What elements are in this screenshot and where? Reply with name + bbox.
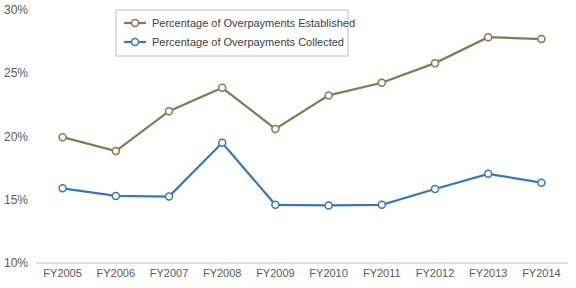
- legend-label: Percentage of Overpayments Collected: [152, 36, 344, 48]
- point-marker: [538, 36, 545, 43]
- x-tick-label: FY2005: [43, 267, 82, 279]
- x-tick-label: FY2007: [150, 267, 189, 279]
- series-line: [63, 143, 542, 206]
- point-marker: [112, 192, 119, 199]
- point-marker: [432, 185, 439, 192]
- x-tick-label: FY2014: [522, 267, 561, 279]
- legend-marker: [132, 20, 139, 27]
- legend-marker: [132, 39, 139, 46]
- x-tick-label: FY2009: [256, 267, 295, 279]
- y-tick-label: 20%: [4, 130, 28, 144]
- y-tick-label: 30%: [4, 3, 28, 17]
- y-tick-label: 25%: [4, 66, 28, 80]
- point-marker: [378, 79, 385, 86]
- chart: 10% 15% 20% 25% 30% FY2005 FY2006 FY2007 FY2008 F…: [0, 0, 576, 288]
- x-tick-label: FY2011: [363, 267, 401, 279]
- x-tick-label: FY2010: [309, 267, 348, 279]
- point-marker: [485, 34, 492, 41]
- x-tick-label: FY2012: [416, 267, 455, 279]
- x-tick-label: FY2008: [203, 267, 242, 279]
- plot-area: [59, 34, 545, 209]
- legend: Percentage of Overpayments Established Pe…: [116, 10, 355, 56]
- y-tick-label: 10%: [4, 256, 28, 270]
- x-tick-label: FY2006: [97, 267, 136, 279]
- point-marker: [378, 201, 385, 208]
- point-marker: [538, 179, 545, 186]
- point-marker: [166, 108, 173, 115]
- point-marker: [59, 134, 66, 141]
- point-marker: [219, 84, 226, 91]
- point-marker: [432, 60, 439, 67]
- point-marker: [325, 202, 332, 209]
- point-marker: [272, 125, 279, 132]
- y-tick-label: 15%: [4, 193, 28, 207]
- point-marker: [166, 193, 173, 200]
- point-marker: [485, 170, 492, 177]
- point-marker: [272, 201, 279, 208]
- x-tick-label: FY2013: [469, 267, 508, 279]
- point-marker: [112, 148, 119, 155]
- legend-label: Percentage of Overpayments Established: [152, 17, 355, 29]
- point-marker: [219, 139, 226, 146]
- point-marker: [325, 92, 332, 99]
- x-axis-line: [36, 263, 568, 264]
- point-marker: [59, 185, 66, 192]
